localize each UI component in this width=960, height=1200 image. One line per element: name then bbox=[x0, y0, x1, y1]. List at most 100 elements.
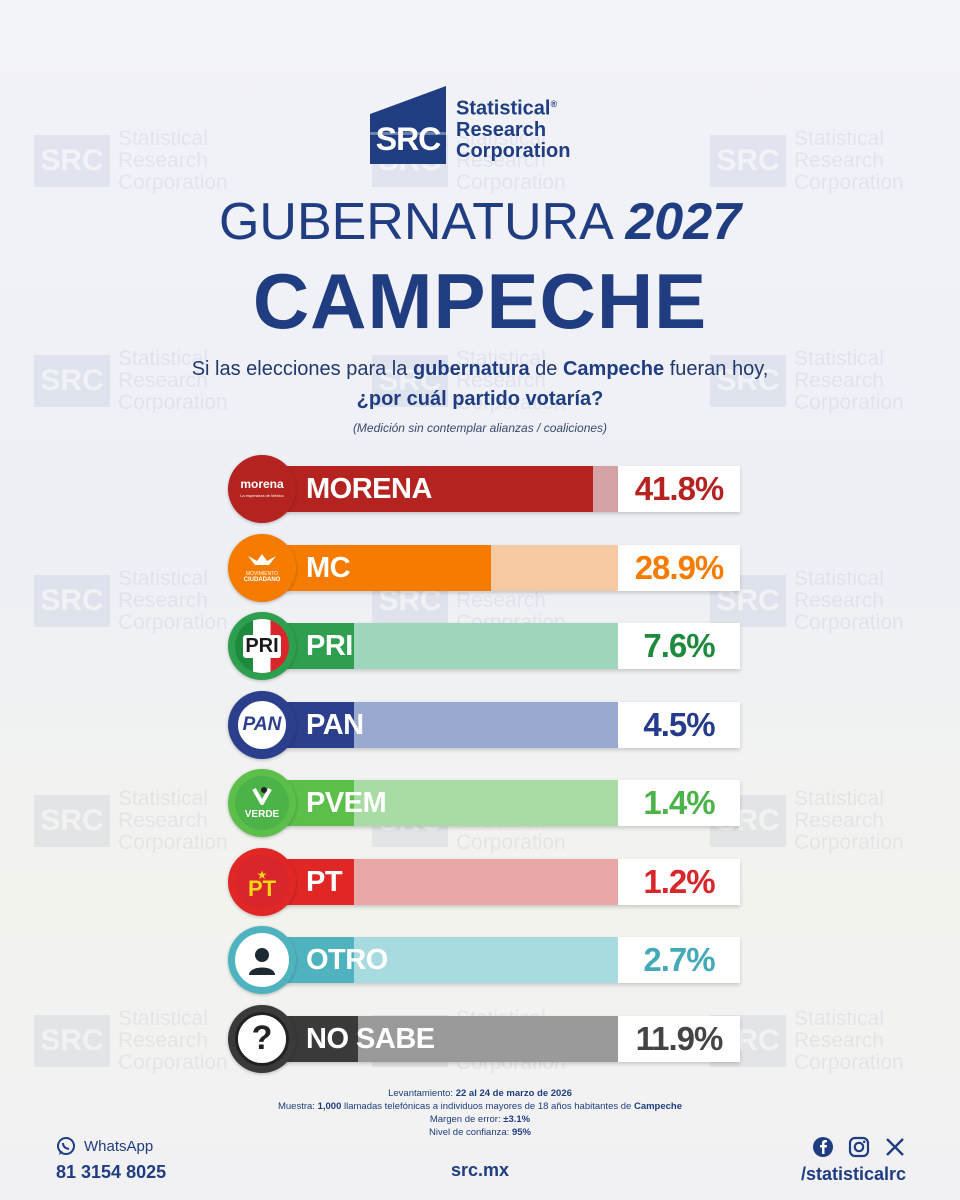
logo-mark-text: SRC bbox=[375, 121, 442, 157]
bar-row-pvem: PVEM 1.4% VERDE bbox=[228, 769, 740, 837]
bar-category-label: PAN bbox=[306, 708, 364, 741]
phone-number[interactable]: 81 3154 8025 bbox=[56, 1162, 167, 1182]
pt-logo-icon: ★ PT bbox=[228, 847, 296, 916]
bar-category-label: MC bbox=[306, 551, 351, 584]
question-part: fueran hoy, bbox=[664, 358, 769, 380]
whatsapp-icon bbox=[57, 1137, 75, 1155]
watermark-mark: SRC bbox=[34, 575, 110, 627]
logo-reg: ® bbox=[550, 99, 558, 110]
bar-row-morena: MORENA 41.8% morena La esperanza de México bbox=[228, 455, 740, 523]
bar-value-label: 7.6% bbox=[643, 627, 715, 664]
morena-logo-text: morena bbox=[240, 477, 284, 491]
bar-row-pan: PAN 4.5% PAN bbox=[228, 690, 740, 759]
bar-value-label: 11.9% bbox=[635, 1019, 724, 1057]
social-links: /statisticalrc bbox=[801, 1136, 906, 1185]
footer-label: Margen de error: bbox=[429, 1114, 504, 1125]
bar-category-label: NO SABE bbox=[306, 1022, 435, 1055]
footer-label: Nivel de confianza: bbox=[429, 1127, 512, 1138]
src-logo-mark: SRC bbox=[370, 86, 446, 164]
social-handle[interactable]: /statisticalrc bbox=[800, 1164, 906, 1184]
bar-value-label: 4.5% bbox=[643, 705, 715, 743]
bar-category-label: PT bbox=[306, 865, 343, 898]
watermark-mark: SRC bbox=[34, 795, 110, 847]
person-icon bbox=[228, 926, 296, 994]
survey-question: Si las elecciones para la gubernatura de… bbox=[0, 354, 960, 414]
whatsapp-label: WhatsApp bbox=[84, 1137, 154, 1155]
footer-value: Campeche bbox=[633, 1101, 683, 1112]
pri-logo-icon: PRI bbox=[228, 612, 296, 680]
mc-logo-line2: CIUDADANO bbox=[243, 576, 281, 583]
logo-line2: Research bbox=[456, 119, 547, 141]
instagram-icon[interactable] bbox=[848, 1136, 870, 1158]
logo-line1: Statistical bbox=[456, 98, 551, 120]
bar-category-label: PVEM bbox=[306, 787, 387, 819]
bar-category-label: OTRO bbox=[306, 944, 388, 976]
bar-row-pri: PRI 7.6% PRI bbox=[228, 612, 740, 680]
src-logo: SRC Statistical® Research Corporation bbox=[370, 86, 570, 164]
bar bbox=[264, 466, 593, 512]
bar-category-label: PRI bbox=[306, 630, 353, 662]
mc-logo-icon: MOVIMIENTO CIUDADANO bbox=[228, 533, 296, 602]
bar-row-otro: OTRO 2.7% bbox=[228, 926, 740, 994]
footer-text: llamadas telefónicas a individuos mayore… bbox=[341, 1101, 634, 1112]
page-title: GUBERNATURA 2027 bbox=[0, 192, 960, 252]
measurement-note: (Medición sin contemplar alianzas / coal… bbox=[352, 421, 608, 435]
watermark-mark: SRC bbox=[710, 135, 786, 187]
bar-value-label: 41.8% bbox=[634, 470, 725, 507]
watermark-mark: SRC bbox=[34, 1015, 110, 1067]
morena-logo-tag: La esperanza de México bbox=[240, 493, 284, 498]
question-bold: gubernatura bbox=[412, 358, 530, 380]
whatsapp-contact[interactable]: WhatsApp 81 3154 8025 bbox=[56, 1136, 166, 1183]
facebook-icon[interactable] bbox=[812, 1136, 834, 1158]
title-year: 2027 bbox=[625, 193, 742, 251]
state-title: CAMPECHE bbox=[252, 257, 708, 345]
x-icon[interactable] bbox=[884, 1136, 906, 1158]
bar-category-label: MORENA bbox=[306, 473, 432, 505]
title-prefix: GUBERNATURA bbox=[218, 193, 611, 251]
pan-logo-icon: PAN bbox=[228, 690, 296, 759]
website-link[interactable]: src.mx bbox=[450, 1160, 510, 1180]
bar-value-label: 1.2% bbox=[643, 862, 715, 900]
methodology-footer: Levantamiento: 22 al 24 de marzo de 2026… bbox=[0, 1087, 960, 1139]
pvem-logo-text: VERDE bbox=[244, 808, 280, 820]
question-mark-icon: ? bbox=[228, 1004, 296, 1073]
bar bbox=[264, 544, 492, 591]
watermark-mark: SRC bbox=[34, 135, 110, 187]
question-part: de bbox=[529, 358, 563, 380]
question-line2: ¿por cuál partido votaría? bbox=[356, 388, 604, 410]
bar-row-pt: PT 1.2% ★ PT bbox=[228, 847, 740, 916]
footer-label: Muestra: bbox=[277, 1101, 318, 1112]
footer-value: 95% bbox=[511, 1127, 531, 1138]
pri-logo-text: PRI bbox=[243, 634, 281, 658]
question-part: Si las elecciones para la bbox=[191, 358, 413, 380]
bar-row-no-sabe: NO SABE 11.9%? bbox=[228, 1004, 740, 1073]
footer-value: ±3.1% bbox=[503, 1114, 531, 1125]
bar-value-label: 28.9% bbox=[634, 548, 725, 586]
pt-logo-text: PT bbox=[247, 875, 277, 901]
footer-value: 22 al 24 de marzo de 2026 bbox=[455, 1088, 572, 1099]
logo-line3: Corporation bbox=[456, 140, 571, 162]
bar-value-label: 1.4% bbox=[643, 784, 715, 821]
morena-logo-icon: morena La esperanza de México bbox=[228, 455, 296, 523]
footer-label: Levantamiento: bbox=[388, 1088, 456, 1099]
bar-row-mc: MC 28.9% MOVIMIENTO CIUDADANO bbox=[228, 533, 740, 602]
question-bold: Campeche bbox=[562, 358, 665, 380]
logo-name: Statistical® Research Corporation bbox=[456, 94, 570, 164]
footer-value: 1,000 bbox=[317, 1101, 342, 1112]
mc-logo-line1: MOVIMIENTO bbox=[245, 570, 279, 577]
pan-logo-text: PAN bbox=[242, 713, 282, 735]
bar-value-label: 2.7% bbox=[643, 941, 715, 978]
